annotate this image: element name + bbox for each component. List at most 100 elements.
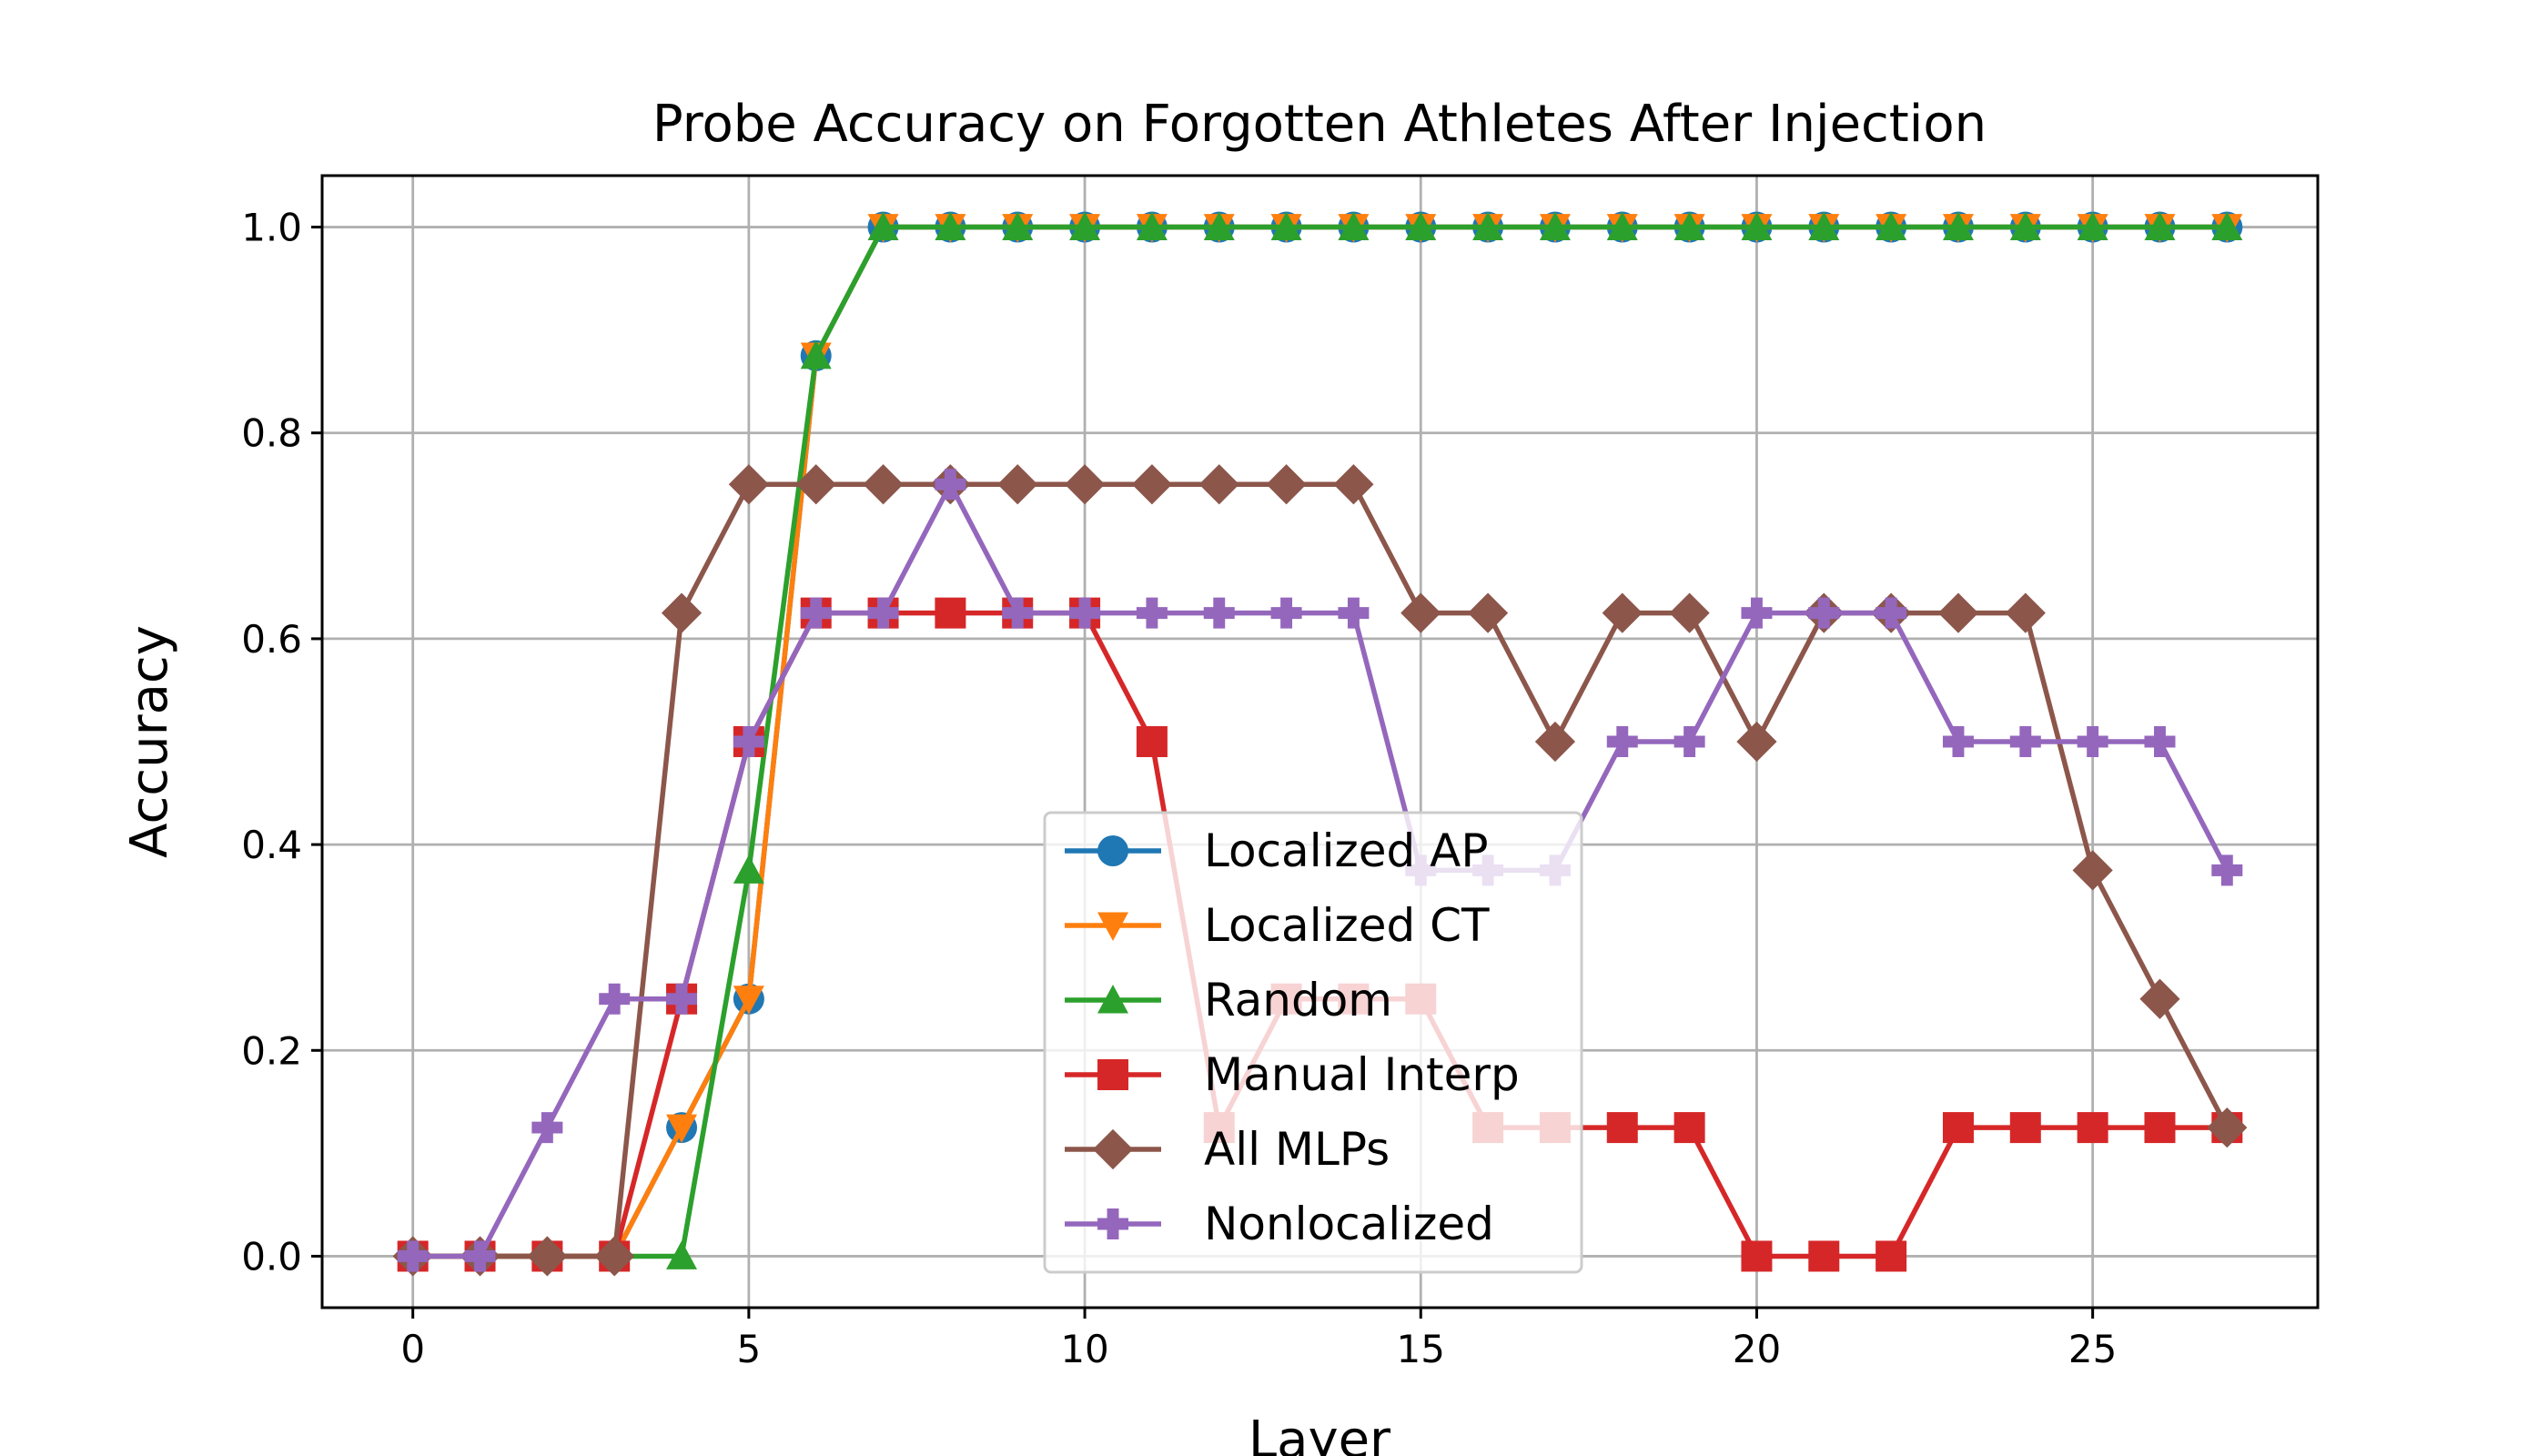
data-point-nonlocalized — [1338, 597, 1370, 629]
legend: Localized AP Localized CT Random Manual Int… — [1043, 811, 1583, 1274]
data-point-localized-ct — [666, 1114, 698, 1144]
legend-item-manual-interp: Manual Interp — [1065, 1048, 1520, 1101]
y-tick-label: 0.4 — [241, 823, 302, 867]
legend-marker-random — [1097, 985, 1128, 1014]
data-point-localized-ct — [733, 986, 764, 1015]
x-tick-label: 0 — [400, 1327, 425, 1371]
data-point-random — [867, 211, 899, 240]
y-tick-label: 0.2 — [241, 1028, 302, 1073]
legend-label-localized-ct: Localized CT — [1204, 899, 1490, 952]
data-point-random — [1270, 211, 1302, 240]
data-point-all-mlps — [594, 1236, 635, 1277]
series-layer — [392, 211, 2248, 1277]
data-point-all-mlps — [1131, 464, 1173, 505]
data-point-random — [1808, 211, 1840, 240]
data-point-all-mlps — [1198, 464, 1239, 505]
data-point-manual-interp — [1741, 1240, 1773, 1272]
data-point-nonlocalized — [1069, 597, 1101, 629]
data-point-random — [2144, 211, 2176, 240]
legend-item-all-mlps: All MLPs — [1065, 1123, 1390, 1176]
data-point-nonlocalized — [867, 597, 899, 629]
series-line-random — [412, 224, 2228, 1259]
data-point-random — [1876, 211, 1907, 240]
data-point-all-mlps — [1333, 464, 1374, 505]
data-point-all-mlps — [1534, 721, 1576, 763]
data-point-nonlocalized — [1808, 597, 1840, 629]
y-tick-label: 0.6 — [241, 617, 302, 662]
x-axis-label: Layer — [1249, 1410, 1391, 1456]
data-point-nonlocalized — [666, 983, 698, 1015]
data-point-nonlocalized — [800, 597, 832, 629]
chart-title: Probe Accuracy on Forgotten Athletes Aft… — [652, 95, 1987, 154]
data-point-all-mlps — [863, 464, 904, 505]
data-point-all-mlps — [1602, 592, 1643, 633]
data-point-all-mlps — [1736, 721, 1777, 763]
data-point-nonlocalized — [1136, 597, 1168, 629]
data-point-all-mlps — [1064, 464, 1106, 505]
x-tick-label: 10 — [1060, 1327, 1108, 1371]
legend-box — [1043, 811, 1583, 1274]
data-point-manual-interp — [1606, 1112, 1638, 1144]
data-point-nonlocalized — [2211, 854, 2243, 886]
data-point-random — [1002, 211, 1034, 240]
legend-label-localized-ap: Localized AP — [1204, 824, 1488, 877]
data-point-random — [1203, 211, 1235, 240]
data-point-all-mlps — [1266, 464, 1307, 505]
legend-label-manual-interp: Manual Interp — [1204, 1048, 1520, 1101]
plot-frame — [320, 174, 2320, 1309]
legend-item-localized-ct: Localized CT — [1065, 899, 1490, 952]
data-point-manual-interp — [1673, 1112, 1705, 1144]
data-point-random — [2211, 211, 2243, 240]
data-point-nonlocalized — [464, 1240, 496, 1272]
data-point-manual-interp — [2144, 1112, 2176, 1144]
data-point-all-mlps — [1937, 592, 1979, 633]
x-tick-label: 15 — [1397, 1327, 1445, 1371]
data-point-random — [1942, 211, 1974, 240]
data-point-manual-interp — [1136, 726, 1168, 757]
legend-item-nonlocalized: Nonlocalized — [1065, 1198, 1494, 1250]
data-point-manual-interp — [935, 597, 966, 629]
x-tick-label: 20 — [1733, 1327, 1781, 1371]
data-point-manual-interp — [1942, 1112, 1974, 1144]
data-point-all-mlps — [728, 464, 769, 505]
data-point-all-mlps — [795, 464, 836, 505]
legend-label-all-mlps: All MLPs — [1204, 1123, 1390, 1176]
data-point-random — [1472, 211, 1504, 240]
data-point-random — [666, 1240, 698, 1269]
data-point-all-mlps — [2005, 592, 2046, 633]
data-point-nonlocalized — [1606, 726, 1638, 757]
legend-marker-localized-ct — [1097, 912, 1128, 941]
y-tick-label: 0.0 — [241, 1234, 302, 1279]
data-point-nonlocalized — [1741, 597, 1773, 629]
series-nonlocalized — [397, 469, 2243, 1272]
data-point-manual-interp — [2077, 1112, 2108, 1144]
data-point-all-mlps — [661, 592, 703, 633]
legend-marker-manual-interp — [1097, 1059, 1128, 1090]
legend-item-localized-ap: Localized AP — [1065, 824, 1488, 877]
data-point-manual-interp — [1808, 1240, 1840, 1272]
data-point-nonlocalized — [2009, 726, 2041, 757]
series-line-all-mlps — [412, 481, 2230, 1259]
data-point-all-mlps — [527, 1236, 568, 1277]
data-point-all-mlps — [1669, 592, 1710, 633]
data-point-all-mlps — [1467, 592, 1509, 633]
data-point-random — [1741, 211, 1773, 240]
data-point-nonlocalized — [1673, 726, 1705, 757]
data-point-all-mlps — [2139, 978, 2180, 1019]
data-point-nonlocalized — [935, 469, 966, 500]
data-point-nonlocalized — [1203, 597, 1235, 629]
x-tick-label: 25 — [2068, 1327, 2117, 1371]
x-tick-label: 5 — [737, 1327, 762, 1371]
series-all-mlps — [392, 464, 2248, 1277]
data-point-manual-interp — [1876, 1240, 1907, 1272]
legend-marker-all-mlps — [1092, 1128, 1134, 1170]
data-point-all-mlps — [2072, 850, 2113, 891]
legend-marker-localized-ap — [1097, 835, 1128, 866]
y-tick-label: 0.8 — [241, 411, 302, 456]
y-tick-label: 1.0 — [241, 206, 302, 250]
data-point-random — [1606, 211, 1638, 240]
tick-layer: 0 5 10 15 20 25 0.0 0.2 0.4 0.6 0.8 1.0 — [241, 206, 2117, 1371]
data-point-manual-interp — [2009, 1112, 2041, 1144]
data-point-random — [1069, 211, 1101, 240]
data-point-nonlocalized — [2077, 726, 2108, 757]
